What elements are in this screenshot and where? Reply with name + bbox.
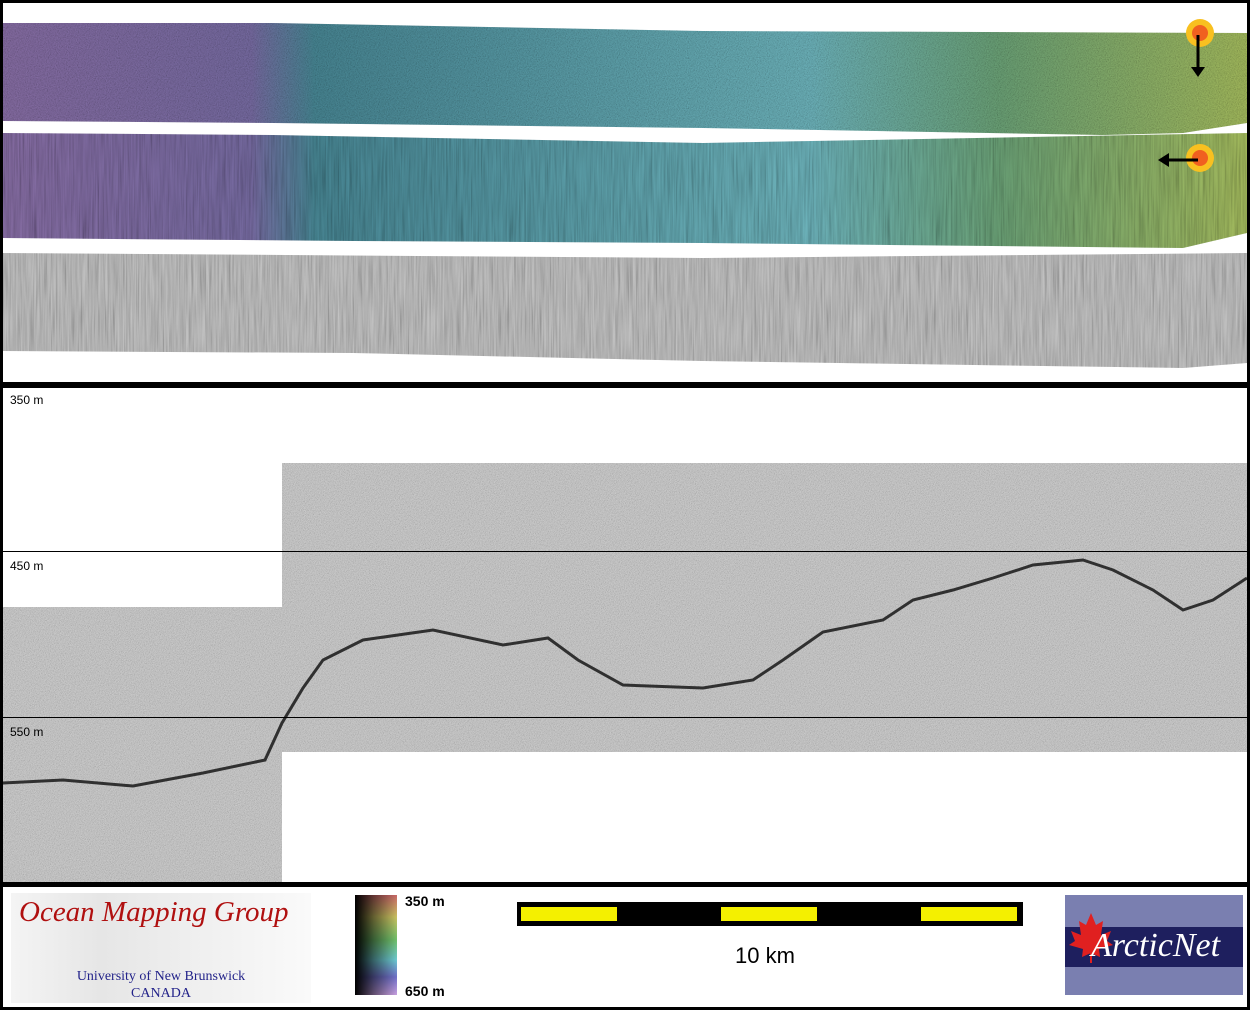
colorbar-top-label: 350 m — [405, 893, 445, 909]
depth-label: 450 m — [10, 559, 44, 573]
scale-label: 10 km — [735, 943, 795, 968]
colorbar-bottom-label: 650 m — [405, 983, 445, 999]
profile-image — [3, 463, 1247, 882]
arcticnet-logo: ArcticNet — [1065, 895, 1243, 995]
seismic-profile-panel: 350 m 450 m 550 m — [3, 388, 1247, 882]
scale-segment — [921, 907, 1017, 921]
scale-segment — [521, 907, 617, 921]
shaded-relief-strip — [3, 23, 1247, 135]
maple-leaf-icon — [1069, 913, 1113, 963]
bathymetry-map-panel — [3, 3, 1247, 382]
backscatter-strip — [3, 253, 1247, 368]
profile-section-right — [282, 463, 1247, 752]
scale-bar — [517, 902, 1023, 926]
logo-line: University of New Brunswick — [76, 969, 246, 984]
seafloor-reflector — [3, 558, 1247, 788]
sun-icon — [1158, 144, 1214, 172]
profile-section-left — [3, 607, 282, 882]
logo-line: CANADA — [131, 986, 191, 1001]
swath-strips — [3, 19, 1247, 368]
depth-gridline — [3, 551, 1247, 552]
depth-label: 550 m — [10, 725, 44, 739]
depth-gridline — [3, 717, 1247, 718]
scale-segment — [721, 907, 817, 921]
logo-title: Ocean Mapping Group — [19, 896, 289, 928]
depth-label: 350 m — [10, 393, 44, 407]
raw-beam-strip — [3, 133, 1247, 248]
sun-icon — [1186, 19, 1214, 77]
legend-panel: Ocean Mapping Group University of New Br… — [3, 887, 1247, 1007]
depth-colorbar — [355, 895, 397, 995]
logo-text: ArcticNet — [1091, 927, 1221, 964]
ocean-mapping-group-logo: Ocean Mapping Group University of New Br… — [11, 893, 311, 1003]
